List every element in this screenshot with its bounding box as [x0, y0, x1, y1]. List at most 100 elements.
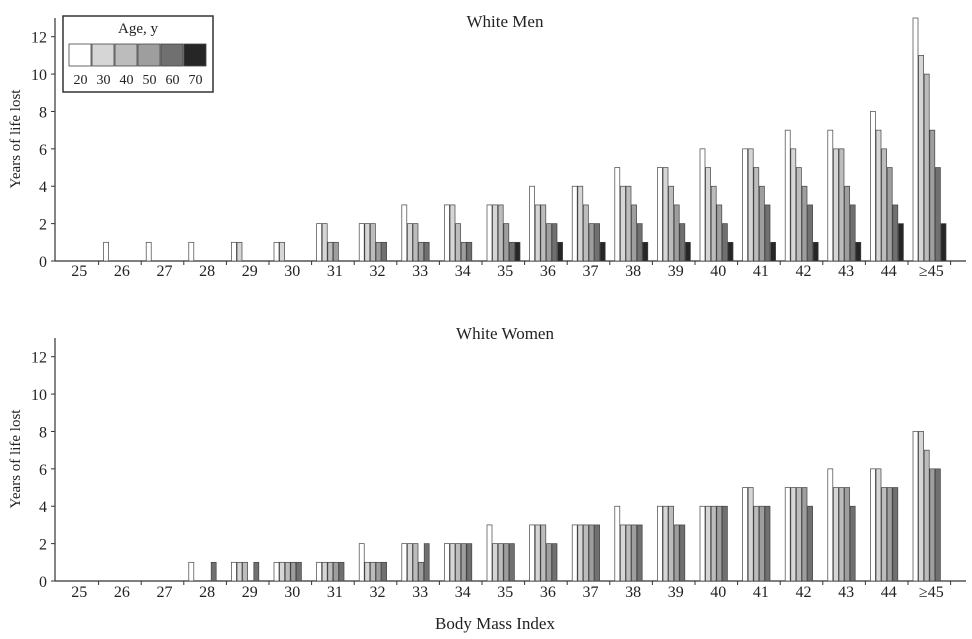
bar-50-40: [716, 204, 723, 262]
legend: Age, y 20 30 40 50 60 70: [62, 15, 214, 93]
x-tick-label: 39: [668, 263, 684, 280]
bar-60-44: [892, 204, 899, 262]
bar-20-28: [188, 241, 195, 262]
x-tick-label: 38: [625, 584, 641, 601]
bar-20-44: [870, 111, 876, 262]
bar-30-41: [747, 487, 754, 582]
legend-label-60: 60: [166, 73, 180, 88]
x-tick-label: 27: [157, 584, 173, 601]
bar-60-41: [764, 505, 771, 582]
y-tick-label: 10: [31, 67, 47, 84]
bar-70-37: [599, 241, 606, 262]
bar-60-≥45: [935, 167, 941, 262]
bar-70-41: [770, 241, 776, 262]
x-tick-label: 31: [327, 263, 343, 280]
x-tick-label: 41: [753, 584, 769, 601]
x-tick-label: 37: [583, 584, 599, 601]
bar-50-44: [886, 167, 893, 262]
x-tick-label: 29: [242, 263, 258, 280]
x-tick-label: 39: [668, 584, 684, 601]
bar-40-39: [668, 185, 674, 262]
legend-swatch-30: [91, 43, 115, 67]
bar-60-39: [679, 524, 686, 582]
bar-20-33: [401, 204, 408, 262]
x-tick-label: ≥45: [919, 263, 944, 280]
bar-60-40: [722, 223, 728, 262]
bar-40-41: [753, 505, 760, 582]
y-tick-label: 10: [31, 387, 47, 404]
bar-20-41: [742, 148, 748, 262]
bar-40-41: [753, 167, 760, 262]
bar-60-32: [381, 561, 387, 582]
bar-60-≥45: [935, 468, 941, 582]
bar-70-38: [642, 241, 649, 262]
bar-30-40: [705, 505, 711, 582]
legend-label-30: 30: [97, 73, 111, 88]
bar-40-42: [796, 487, 802, 582]
y-tick-label: 4: [39, 499, 47, 516]
x-tick-label: 38: [625, 263, 641, 280]
bar-60-41: [764, 204, 771, 262]
bar-30-≥45: [918, 431, 924, 582]
bar-30-39: [662, 505, 669, 582]
bar-20-37: [571, 185, 578, 262]
bar-30-38: [620, 185, 626, 262]
bar-40-38: [625, 185, 632, 262]
bar-30-39: [662, 167, 669, 262]
bar-50-34: [460, 241, 467, 262]
y-tick-label: 12: [31, 350, 47, 367]
bar-60-33: [423, 241, 430, 262]
bar-60-37: [594, 223, 600, 262]
bar-20-30: [273, 241, 280, 262]
x-tick-label: 35: [497, 584, 513, 601]
chart-title: White Men: [467, 12, 544, 31]
bar-70-42: [812, 241, 819, 262]
bar-70-43: [855, 241, 862, 262]
x-tick-label: 25: [71, 263, 87, 280]
x-tick-label: 28: [199, 584, 215, 601]
bar-20-41: [742, 487, 748, 582]
y-tick-label: 6: [39, 142, 47, 159]
bar-50-37: [588, 524, 595, 582]
bar-30-30: [279, 241, 285, 262]
bar-30-31: [321, 561, 328, 582]
bar-20-39: [657, 505, 663, 582]
bar-20-32: [358, 543, 365, 582]
bar-70-≥45: [940, 223, 947, 262]
x-tick-label: 42: [796, 584, 812, 601]
y-tick-label: 8: [39, 104, 47, 121]
bar-70-36: [557, 241, 563, 262]
y-tick-label: 2: [39, 217, 47, 234]
bar-20-38: [614, 167, 621, 262]
bar-30-31: [321, 223, 328, 262]
x-tick-label: 33: [412, 263, 428, 280]
bar-20-39: [657, 167, 663, 262]
bar-40-38: [625, 524, 632, 582]
bar-30-33: [407, 543, 413, 582]
bar-70-35: [514, 241, 521, 262]
bar-60-43: [849, 204, 856, 262]
bar-20-38: [614, 505, 621, 582]
bar-50-42: [801, 487, 808, 582]
bar-30-37: [577, 185, 584, 262]
bar-60-31: [338, 561, 345, 582]
y-axis-label: Years of life lost: [8, 409, 24, 509]
x-tick-label: 42: [796, 263, 812, 280]
bar-40-31: [327, 561, 334, 582]
bar-40-37: [583, 524, 589, 582]
bar-50-≥45: [929, 468, 936, 582]
bar-50-33: [418, 241, 424, 262]
bar-40-≥45: [923, 449, 930, 582]
bar-30-34: [449, 543, 456, 582]
x-tick-label: 44: [881, 263, 897, 280]
chart-title: White Women: [456, 324, 554, 343]
legend-swatch-40: [114, 43, 138, 67]
bar-50-38: [631, 204, 637, 262]
bar-60-32: [381, 241, 387, 262]
bar-30-35: [492, 543, 498, 582]
bar-50-38: [631, 524, 637, 582]
bar-40-43: [838, 487, 845, 582]
legend-label-20: 20: [74, 73, 88, 88]
x-tick-label: 30: [284, 584, 300, 601]
